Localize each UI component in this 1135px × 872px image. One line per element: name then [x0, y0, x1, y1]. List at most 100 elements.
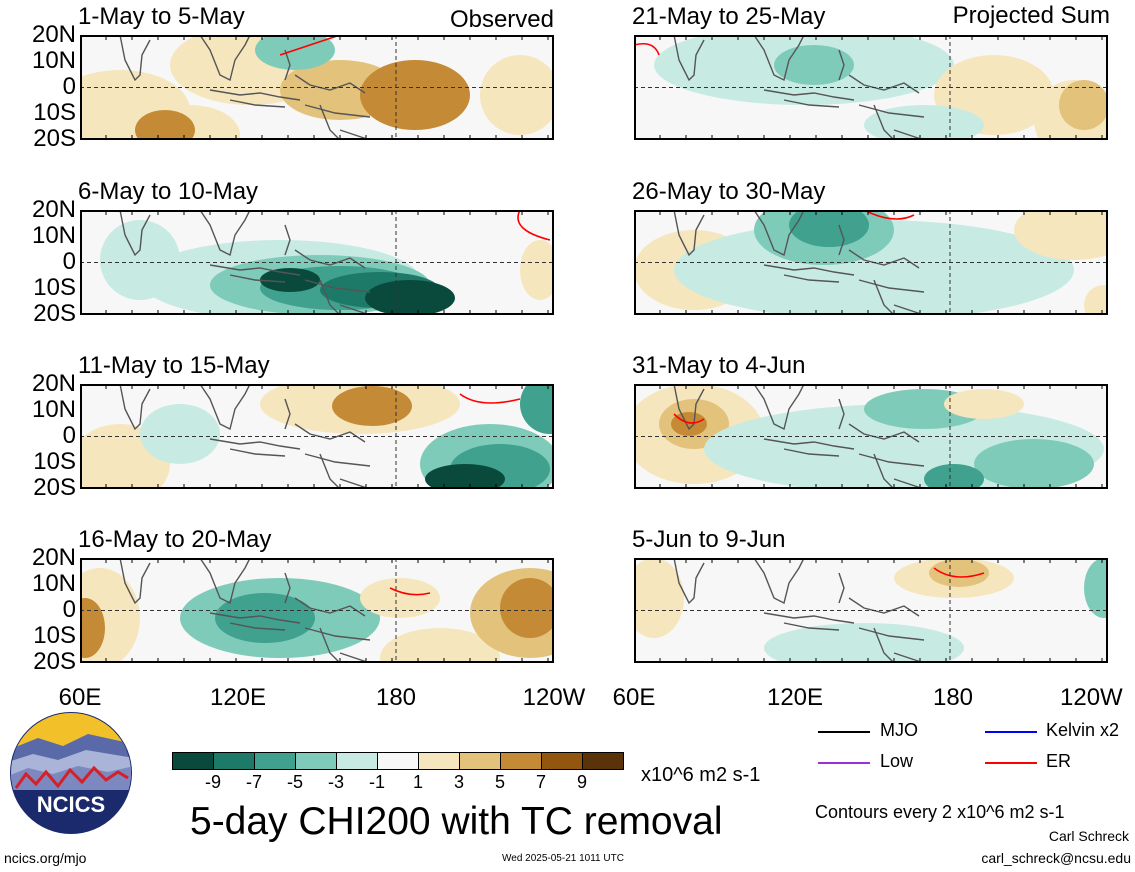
coastline	[229, 448, 286, 457]
lon-label-180-right: 180	[932, 684, 974, 711]
anomaly-shading	[789, 210, 869, 247]
anomaly-shading	[135, 110, 195, 140]
map-panel	[80, 210, 554, 315]
coastline	[873, 453, 895, 489]
coastline	[209, 438, 301, 450]
coastline	[673, 384, 705, 431]
lat-label: 10S	[33, 274, 76, 301]
legend-line-low	[818, 762, 870, 764]
coastline	[763, 89, 855, 101]
anomaly-shading	[360, 578, 440, 618]
coastline	[199, 35, 251, 82]
coastline	[838, 398, 845, 430]
anomaly-shading	[974, 439, 1094, 489]
anomaly-shading	[365, 280, 455, 315]
anomaly-shading	[1084, 285, 1108, 315]
panel-frame	[634, 384, 1108, 489]
coastline	[858, 279, 925, 293]
coastline	[753, 384, 805, 431]
coastline	[304, 279, 371, 293]
anomaly-shading	[1084, 558, 1108, 618]
panel-title: 11-May to 15-May	[78, 352, 270, 379]
ncics-logo: NCICS	[10, 712, 132, 834]
colorbar-tick-label: 3	[453, 772, 464, 792]
panel-frame	[634, 558, 1108, 663]
colorbar-swatch	[254, 752, 296, 770]
er-contour	[673, 413, 705, 424]
colorbar-swatch	[582, 752, 624, 770]
coastline	[319, 453, 341, 489]
coastline	[873, 279, 895, 315]
anomaly-shading	[774, 45, 854, 85]
lon-label-120w: 120W	[522, 684, 586, 711]
author: Carl Schreck	[1048, 828, 1129, 844]
projected-sum-label: Projected Sum	[952, 2, 1110, 29]
anomaly-shading	[332, 386, 412, 426]
coastline	[783, 274, 840, 283]
anomaly-shading	[260, 268, 320, 292]
coastline	[763, 438, 855, 450]
colorbar-tick-label: 1	[412, 772, 423, 792]
coastline	[229, 622, 286, 631]
legend-label-er: ER	[1046, 751, 1072, 771]
colorbar-tick-label: -5	[286, 772, 303, 792]
er-contour	[459, 393, 521, 404]
anomaly-shading	[480, 55, 554, 135]
coastline	[304, 627, 371, 641]
coastline	[673, 35, 705, 82]
coastline	[119, 210, 151, 257]
panel-title: 21-May to 25-May	[632, 3, 826, 30]
logo-text: NCICS	[37, 792, 105, 817]
coastline	[319, 627, 341, 663]
coastline	[199, 384, 251, 431]
coastline	[284, 398, 291, 430]
coastline	[783, 99, 840, 108]
panel-frame	[634, 210, 1108, 315]
coastline	[209, 89, 301, 101]
map-panel	[634, 384, 1108, 489]
coastline	[838, 572, 845, 604]
anomaly-shading	[100, 220, 180, 300]
coastline	[229, 99, 286, 108]
anomaly-shading	[764, 623, 964, 663]
lat-label: 20N	[31, 544, 76, 571]
er-contour	[517, 210, 551, 241]
coastline	[753, 558, 805, 605]
lon-label-120e: 120E	[209, 684, 267, 711]
coastline	[838, 224, 845, 256]
legend-line-er	[985, 762, 1037, 764]
coastline	[858, 453, 925, 467]
lat-label: 20N	[31, 21, 76, 48]
colorbar-swatch	[213, 752, 255, 770]
anomaly-shading	[671, 412, 707, 436]
lat-label: 10S	[33, 99, 76, 126]
legend-label-low: Low	[880, 751, 914, 771]
site-link[interactable]: ncics.org/mjo	[4, 850, 87, 866]
coastline	[848, 597, 920, 617]
colorbar-swatch	[336, 752, 378, 770]
coastline	[763, 612, 855, 624]
legend-label-mjo: MJO	[880, 720, 918, 740]
coastline	[753, 35, 805, 82]
coastline	[753, 210, 805, 257]
lat-label: 10N	[31, 47, 76, 74]
anomaly-shading	[380, 628, 500, 663]
lat-label: 20S	[33, 125, 76, 152]
coastline	[209, 612, 301, 624]
anomaly-shading	[634, 558, 684, 638]
map-panel	[634, 35, 1108, 140]
coastline	[199, 558, 251, 605]
coastline	[848, 249, 920, 269]
lat-label: 0	[62, 73, 76, 100]
lat-label: 0	[62, 596, 76, 623]
lat-label: 20S	[33, 300, 76, 327]
panel-title: 26-May to 30-May	[632, 178, 826, 205]
lat-label: 10N	[31, 396, 76, 423]
coastline	[848, 74, 920, 94]
panel-title: 31-May to 4-Jun	[632, 352, 806, 379]
colorbar-swatch	[377, 752, 419, 770]
timestamp: Wed 2025-05-21 1011 UTC	[502, 853, 624, 864]
map-panel	[634, 210, 1108, 315]
colorbar-swatch	[295, 752, 337, 770]
anomaly-shading	[944, 389, 1024, 419]
